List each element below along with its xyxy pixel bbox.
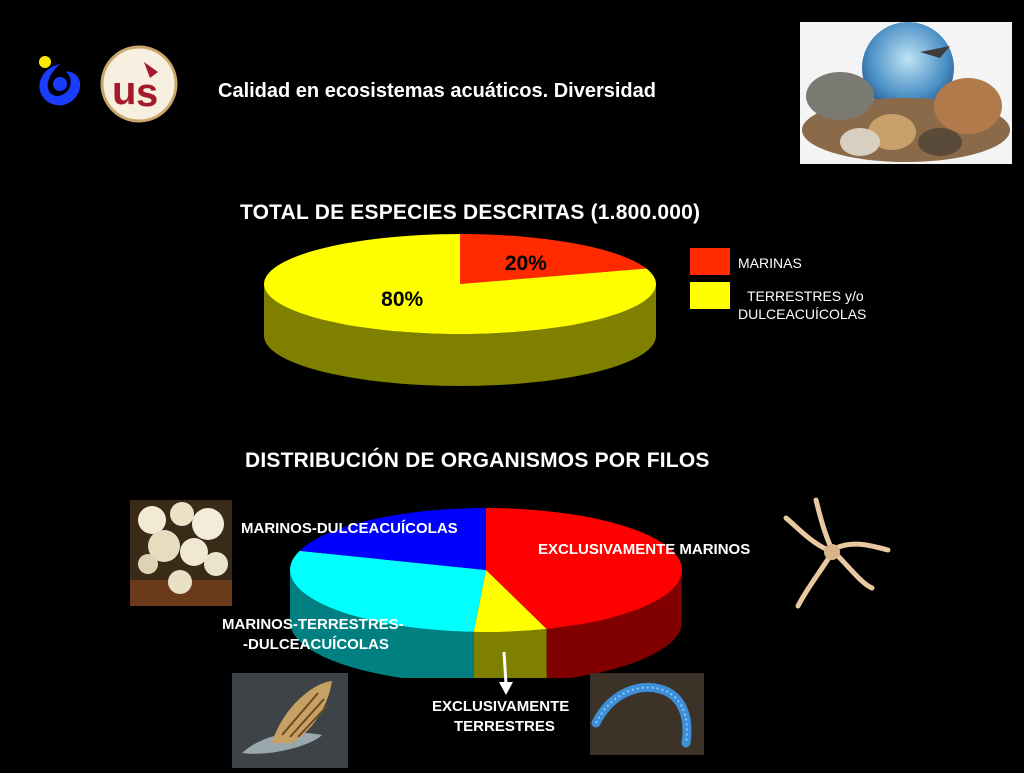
- label-exclusivamente-marinos: EXCLUSIVAMENTE MARINOS: [538, 541, 751, 558]
- chart1-slice-terrestres: [264, 234, 656, 334]
- legend-label-terrestres-line1: TERRESTRES y/o: [747, 288, 864, 304]
- legend-swatch-terrestres: [690, 282, 730, 309]
- left-logo: [30, 54, 90, 114]
- chart2-slice-exclusivamente_marinos: [486, 508, 682, 629]
- chart1-slice-marinas: [460, 234, 647, 284]
- legend-swatch-marinas: [690, 248, 730, 275]
- chart1-pie: 20% 80%: [264, 234, 656, 386]
- svg-text:u: u: [112, 69, 136, 113]
- animals-globe-image: [800, 22, 1012, 164]
- legend-label-marinas: MARINAS: [738, 255, 802, 271]
- chart2-side-2-0: [290, 570, 474, 678]
- chart2-slice-marinos_terrestres_dulceacuicolas: [290, 550, 486, 632]
- label-marinos-dulceacuicolas: MARINOS-DULCEACUÍCOLAS: [241, 520, 458, 537]
- label-mtd-line1: MARINOS-TERRESTRES-: [222, 616, 404, 633]
- chart1-side-1-0: [264, 284, 656, 386]
- seal-logo: u s: [98, 44, 180, 124]
- starfish-photo: [780, 496, 892, 610]
- chart1-title: TOTAL DE ESPECIES DESCRITAS (1.800.000): [240, 201, 701, 224]
- chart1-data-label-marinas: 20%: [505, 252, 547, 275]
- label-exclusivamente-terrestres-line1: EXCLUSIVAMENTE: [432, 698, 570, 715]
- label-mtd-line2: -DULCEACUÍCOLAS: [243, 636, 389, 653]
- svg-text:s: s: [136, 71, 158, 115]
- chart2-slice-marinos_dulceacuicolas: [299, 508, 486, 570]
- worm-photo: [590, 673, 704, 755]
- label-exclusivamente-terrestres-line2: TERRESTRES: [454, 718, 555, 735]
- chart2-side-0-0: [546, 570, 682, 678]
- snail-photo: [232, 673, 348, 768]
- chart1-data-label-terrestres: 80%: [381, 288, 423, 311]
- legend-label-terrestres-line2: DULCEACUÍCOLAS: [738, 306, 867, 322]
- chart2-slice-exclusivamente_terrestres: [473, 570, 547, 632]
- page-title: Calidad en ecosistemas acuáticos. Divers…: [218, 80, 656, 102]
- chart2-title: DISTRIBUCIÓN DE ORGANISMOS POR FILOS: [245, 449, 710, 472]
- university-of-seville-seal-icon: u s: [100, 45, 178, 123]
- arrow-icon: [499, 652, 513, 695]
- chart2-pie: [290, 508, 682, 678]
- coral-photo: [130, 500, 232, 606]
- chart2-side-1-0: [473, 628, 547, 678]
- university-logo-icon: [39, 56, 81, 106]
